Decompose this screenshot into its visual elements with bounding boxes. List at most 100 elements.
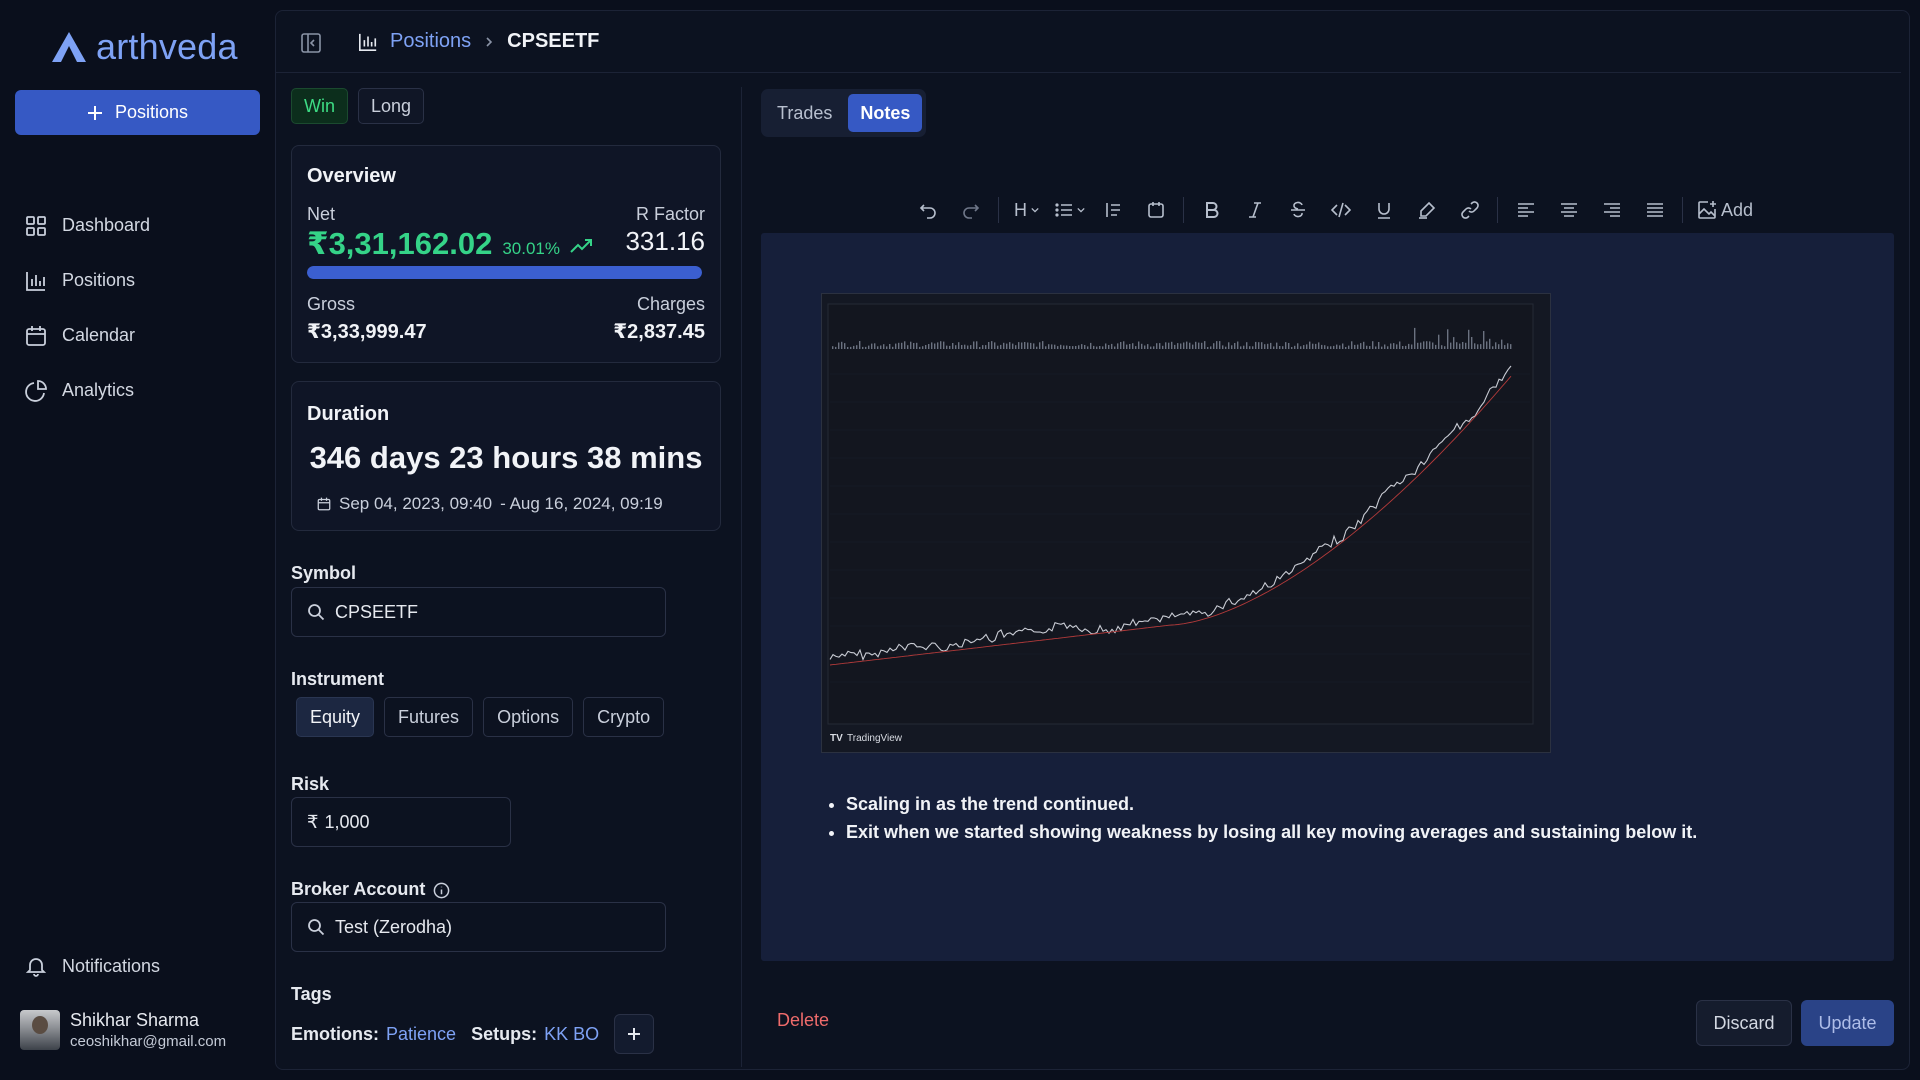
instrument-crypto[interactable]: Crypto [583,697,665,737]
list-dropdown[interactable] [1048,190,1091,230]
inline-code-button[interactable] [1319,190,1362,230]
broker-value: Test (Zerodha) [335,916,453,937]
align-center-icon [1560,203,1577,217]
tag-key: Setups: [471,1023,538,1044]
tags-row: Emotions: Patience Setups: KK BO [291,1014,655,1054]
breadcrumb-positions-link[interactable]: Positions [390,30,472,52]
add-image-button[interactable]: Add [1689,190,1761,230]
toolbar-separator [1682,197,1683,223]
breadcrumb: Positions CPSEETF [358,30,599,53]
net-value: ₹3,31,162.02 [307,226,493,261]
risk-label: Risk [291,774,330,794]
sidebar-toggle-button[interactable] [301,33,321,53]
column-divider [741,87,742,1067]
charges-value: ₹2,837.45 [613,321,705,343]
toolbar-separator [998,197,999,223]
underline-button[interactable] [1362,190,1405,230]
add-tag-button[interactable] [614,1014,655,1054]
highlight-button[interactable] [1405,190,1448,230]
main-panel: Positions CPSEETF Win Long Overview Net … [275,10,1910,1070]
redo-button[interactable] [949,190,992,230]
rfactor-label: R Factor [635,204,705,224]
undo-button[interactable] [906,190,949,230]
symbol-input[interactable]: CPSEETF [291,587,666,637]
chevron-down-icon [1031,207,1039,213]
app-name: arthveda [96,26,238,67]
blockquote-button[interactable] [1091,190,1134,230]
app-logo[interactable]: arthveda [50,26,238,68]
instrument-futures[interactable]: Futures [384,697,474,737]
position-badges: Win Long [291,88,425,124]
tag-value-emotions[interactable]: Patience [386,1023,457,1044]
heading-label: H [1014,199,1027,220]
user-email: ceoshikhar@gmail.com [70,1033,227,1050]
bold-icon [1205,202,1218,218]
new-position-label: Positions [114,102,189,122]
undo-icon [919,204,936,219]
editor-toolbar: H Add [906,185,1761,235]
align-justify-button[interactable] [1633,190,1676,230]
discard-button[interactable]: Discard [1696,1000,1792,1046]
update-button[interactable]: Update [1801,1000,1894,1046]
sidebar-item-analytics[interactable]: Analytics [25,363,150,418]
gross-label: Gross [307,294,356,314]
add-image-label: Add [1721,199,1754,220]
user-name: Shikhar Sharma [70,1010,200,1030]
plus-icon [87,105,102,120]
sidebar-item-label: Analytics [62,380,135,400]
align-left-icon [1517,203,1534,217]
net-row: ₹3,31,162.02 30.01% [307,226,594,262]
strikethrough-button[interactable] [1276,190,1319,230]
code-block-icon [1147,202,1164,218]
chart-screenshot-image: TV TradingView [821,293,1551,753]
user-profile[interactable]: Shikhar Sharma ceoshikhar@gmail.com [20,1010,226,1050]
italic-icon [1248,202,1261,218]
broker-input[interactable]: Test (Zerodha) [291,902,666,952]
align-justify-icon [1646,203,1663,217]
heading-dropdown[interactable]: H [1005,190,1048,230]
delete-button[interactable]: Delete [777,1010,830,1030]
sidebar-item-calendar[interactable]: Calendar [25,308,150,363]
net-percent: 30.01% [502,239,561,258]
risk-value: 1,000 [324,811,370,832]
align-left-button[interactable] [1504,190,1547,230]
link-button[interactable] [1448,190,1491,230]
align-center-button[interactable] [1547,190,1590,230]
symbol-label: Symbol [291,563,357,583]
tag-key: Emotions: [291,1023,379,1044]
italic-button[interactable] [1233,190,1276,230]
instrument-selector: Equity Futures Options Crypto [296,697,665,737]
rupee-icon: ₹ [307,811,319,832]
tradingview-mark: TV [830,733,843,744]
instrument-options[interactable]: Options [483,697,574,737]
align-right-button[interactable] [1590,190,1633,230]
highlighter-icon [1418,201,1435,219]
sidebar-item-label: Calendar [62,325,136,345]
info-icon[interactable] [433,882,450,899]
note-bullet: Exit when we started showing weakness by… [846,821,1697,843]
risk-input[interactable]: ₹ 1,000 [291,797,511,847]
tab-notes[interactable]: Notes [848,94,923,132]
pnl-progress-bar [307,266,702,279]
image-plus-icon [1698,201,1716,219]
avatar [20,1010,60,1050]
chart-bar-icon [359,33,377,51]
notes-editor[interactable]: TV TradingView Scaling in as the trend c… [761,233,1894,961]
duration-start: Sep 04, 2023, 09:40 [339,494,493,513]
new-position-button[interactable]: Positions [15,90,260,135]
breadcrumb-current: CPSEETF [507,30,600,52]
stock-chart-image: TV TradingView [822,294,1550,752]
duration-end: - Aug 16, 2024, 09:19 [500,494,663,513]
grid-icon [26,215,46,236]
direction-badge: Long [358,88,425,124]
tag-value-setups[interactable]: KK BO [544,1023,600,1044]
sidebar-item-positions[interactable]: Positions [25,253,150,308]
instrument-equity[interactable]: Equity [296,697,375,737]
tab-trades[interactable]: Trades [777,102,833,123]
trending-up-icon [570,239,593,253]
align-right-icon [1603,203,1620,217]
code-block-button[interactable] [1134,190,1177,230]
notifications-link[interactable]: Notifications [25,955,160,977]
bold-button[interactable] [1190,190,1233,230]
sidebar-item-dashboard[interactable]: Dashboard [25,198,150,253]
